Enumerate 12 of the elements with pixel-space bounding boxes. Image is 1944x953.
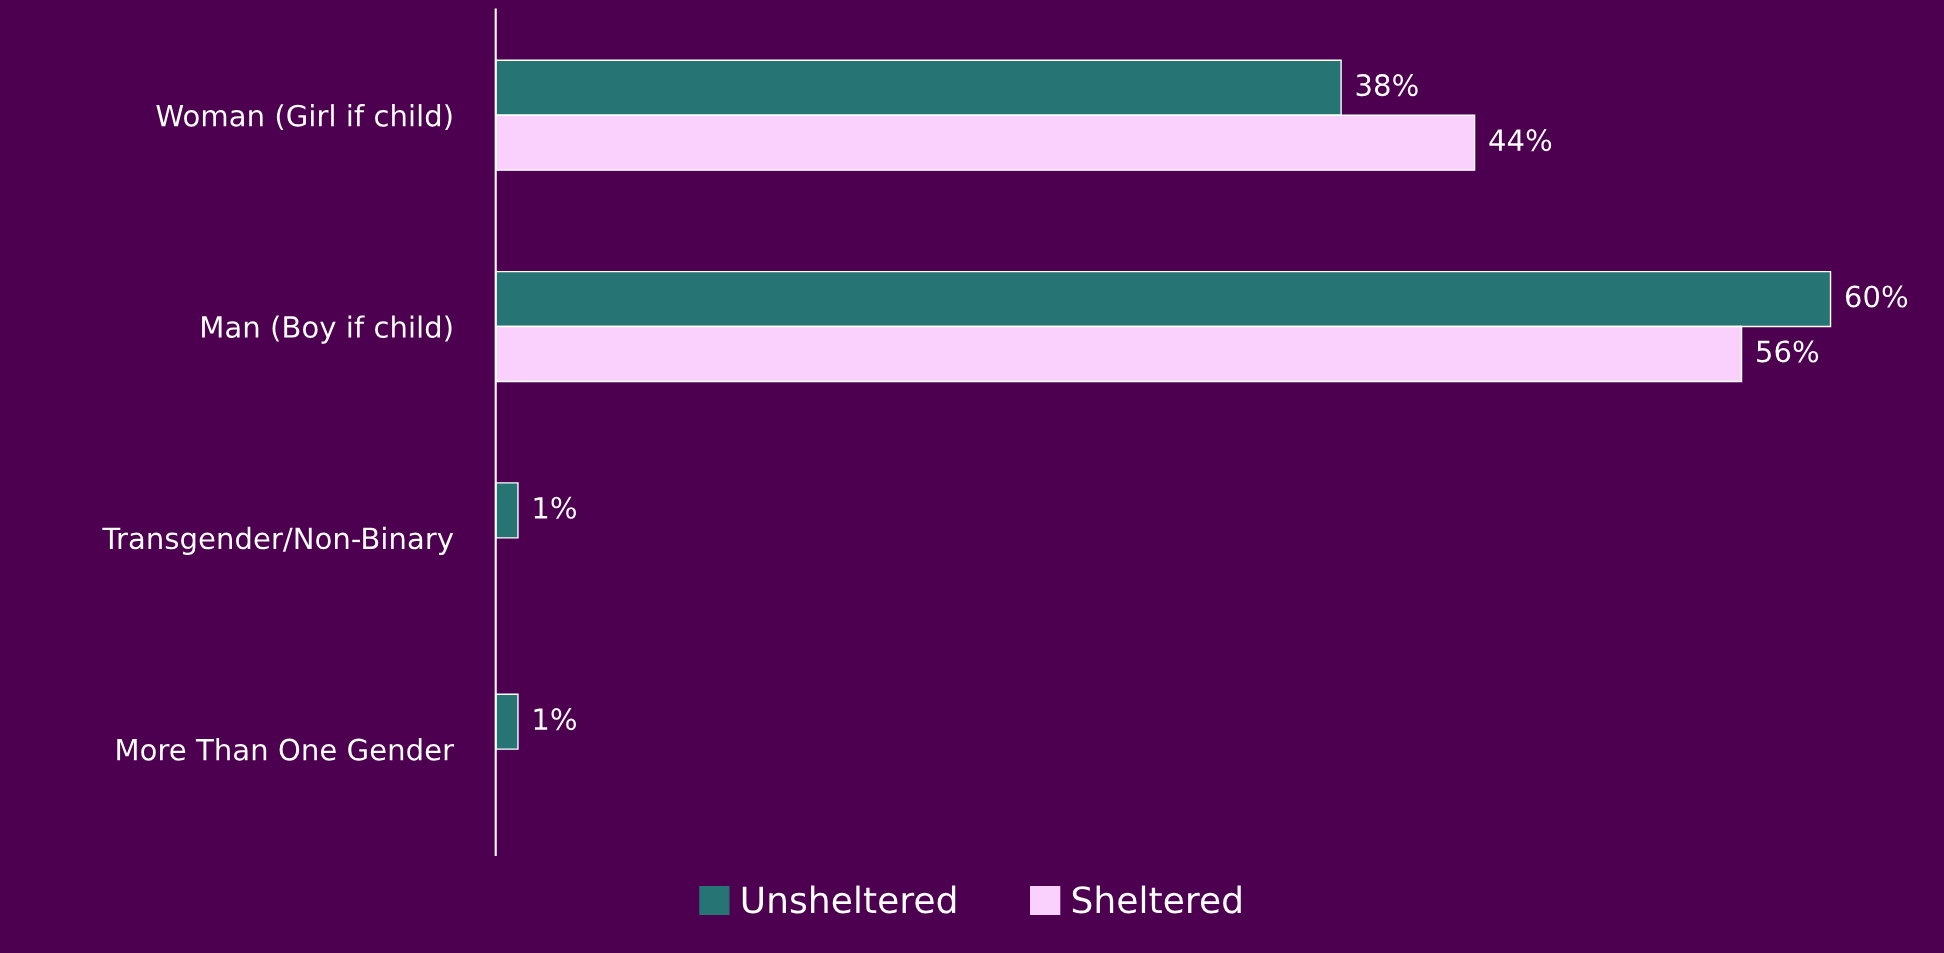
data-label: 38% xyxy=(1356,74,1418,97)
y-tick-label: Man (Boy if child) xyxy=(202,315,452,344)
data-label: 1% xyxy=(534,708,576,731)
y-tick-label: More Than One Gender xyxy=(117,738,455,761)
y-tick-label: Woman (Girl if child) xyxy=(156,104,452,131)
legend-label: Unsheltered xyxy=(742,885,956,914)
legend-label: Sheltered xyxy=(1072,885,1241,914)
data-label: 1% xyxy=(534,496,576,519)
data-label: 60% xyxy=(1845,285,1908,308)
data-label: 56% xyxy=(1757,340,1819,363)
data-label: 44% xyxy=(1489,129,1552,152)
y-tick-label: Transgender/Non-Binary xyxy=(102,526,454,555)
